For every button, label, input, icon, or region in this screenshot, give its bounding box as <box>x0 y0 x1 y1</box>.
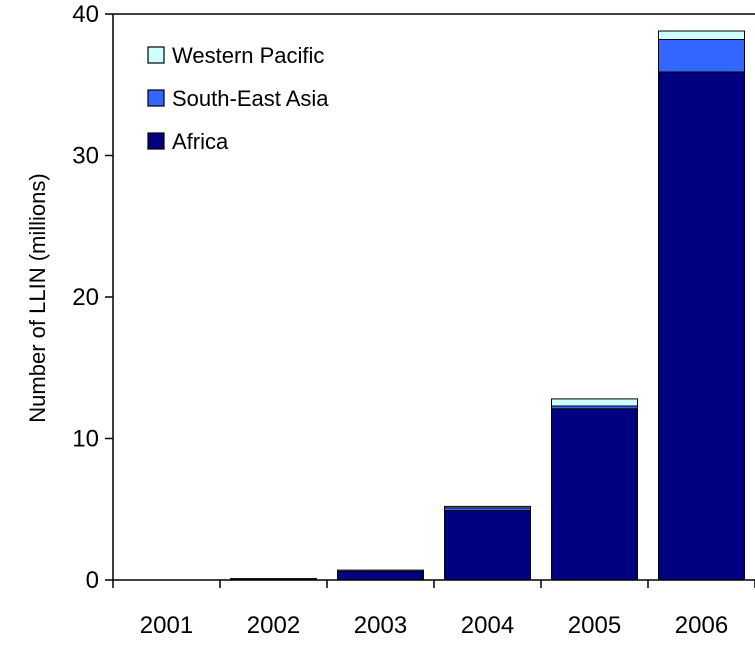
bar-africa-2003 <box>337 571 424 581</box>
bar-south-east-asia-2006 <box>658 39 745 73</box>
legend: Western Pacific South-East Asia Africa <box>147 43 329 154</box>
axes-layer: 0 10 20 30 40 2001 2002 2003 2004 2005 2006 <box>72 1 755 639</box>
x-tick-label: 2006 <box>675 612 728 639</box>
x-tick-label: 2003 <box>354 612 407 639</box>
legend-swatch-africa <box>147 132 165 150</box>
legend-swatch-south-east-asia <box>147 89 165 107</box>
bar-south-east-asia-2003 <box>337 569 424 572</box>
legend-label-africa: Africa <box>172 129 229 154</box>
y-tick-label: 40 <box>72 1 99 28</box>
y-tick-label: 20 <box>72 284 99 311</box>
bar-western-pacific-2006 <box>658 30 745 40</box>
x-tick-label: 2001 <box>140 612 193 639</box>
legend-label-western-pacific: Western Pacific <box>172 43 324 68</box>
bar-africa-2006 <box>658 71 745 581</box>
bar-western-pacific-2005 <box>551 398 638 407</box>
bar-western-pacific-2004 <box>444 505 531 509</box>
y-axis-title: Number of LLIN (millions) <box>25 173 50 422</box>
legend-label-south-east-asia: South-East Asia <box>172 86 329 111</box>
x-tick-label: 2004 <box>461 612 514 639</box>
bars-layer <box>230 30 745 581</box>
y-tick-label: 10 <box>72 426 99 453</box>
y-tick-label: 0 <box>86 567 99 594</box>
legend-swatch-western-pacific <box>147 46 165 64</box>
x-tick-label: 2002 <box>247 612 300 639</box>
bar-africa-2004 <box>444 510 531 581</box>
y-tick-label: 30 <box>72 143 99 170</box>
x-tick-label: 2005 <box>568 612 621 639</box>
bar-africa-2005 <box>551 408 638 581</box>
